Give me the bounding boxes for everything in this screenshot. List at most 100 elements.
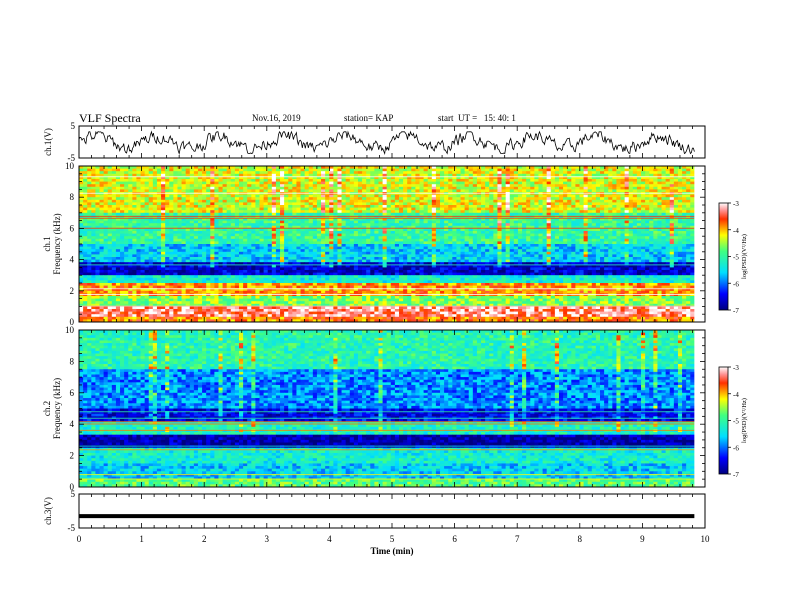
spectrogram-cell xyxy=(546,220,552,224)
spectrogram-cell xyxy=(522,233,527,237)
spectrogram-cell xyxy=(686,176,691,180)
spectrogram-cell xyxy=(341,199,347,203)
spectrogram-cell xyxy=(234,231,240,234)
spectrogram-cell xyxy=(485,218,490,221)
spectrogram-cell xyxy=(214,202,219,206)
spectrogram-cell xyxy=(79,168,84,172)
spectrogram-cell xyxy=(608,207,613,211)
spectrogram-cell xyxy=(292,166,297,169)
spectrogram-cell xyxy=(456,210,461,214)
spectrogram-cell xyxy=(304,184,310,188)
spectrogram-cell xyxy=(263,218,269,221)
spectrogram-cell xyxy=(247,202,252,206)
spectrogram-cell xyxy=(554,199,560,203)
spectrogram-cell xyxy=(275,238,281,242)
spectrogram-cell xyxy=(333,186,338,190)
spectrogram-cell xyxy=(427,189,433,193)
spectrogram-cell xyxy=(337,179,342,182)
spectrogram-cell xyxy=(505,225,511,229)
spectrogram-cell xyxy=(481,176,486,180)
spectrogram-cell xyxy=(120,171,125,175)
spectrogram-cell xyxy=(226,218,232,221)
spectrogram-cell xyxy=(288,181,293,185)
spectrogram-cell xyxy=(567,194,572,198)
spectrogram-cell xyxy=(595,173,601,177)
spectrogram-cell xyxy=(341,241,347,245)
spectrogram-cell xyxy=(485,238,490,242)
spectrogram-cell xyxy=(583,231,589,234)
spectrogram-cell xyxy=(181,197,187,201)
spectrogram-cell xyxy=(83,168,88,172)
spectrogram-cell xyxy=(197,210,203,214)
spectrogram-cell xyxy=(308,210,314,214)
spectrogram-cell xyxy=(333,238,338,242)
spectrogram-cell xyxy=(296,184,301,188)
spectrogram-cell xyxy=(440,179,445,182)
spectrogram-cell xyxy=(238,171,244,175)
spectrogram-cell xyxy=(645,231,650,234)
spectrogram-cell xyxy=(649,194,654,198)
spectrogram-cell xyxy=(275,184,281,188)
spectrogram-cell xyxy=(403,249,408,253)
spectrogram-cell xyxy=(99,238,105,242)
spectrogram-cell xyxy=(337,186,342,190)
spectrogram-cell xyxy=(558,168,564,172)
spectrogram-cell xyxy=(567,199,572,203)
spectrogram-cell xyxy=(673,220,679,224)
spectrogram-cell xyxy=(517,246,523,250)
spectrogram-cell xyxy=(579,186,584,190)
spectrogram-cell xyxy=(382,186,388,190)
spectrogram-cell xyxy=(238,238,244,242)
spectrogram-cell xyxy=(238,168,244,172)
spectrogram-cell xyxy=(366,189,371,193)
spectrogram-cell xyxy=(653,186,658,190)
spectrogram-cell xyxy=(206,233,211,237)
spectrogram-cell xyxy=(677,168,683,172)
spectrogram-cell xyxy=(595,233,601,237)
spectrogram-cell xyxy=(292,176,297,180)
spectrogram-cell xyxy=(206,205,211,208)
spectrogram-cell xyxy=(292,202,297,206)
spectrogram-cell xyxy=(415,238,420,242)
spectrogram-cell xyxy=(550,225,556,229)
spectrogram-cell xyxy=(686,194,691,198)
spectrogram-cell xyxy=(210,173,215,177)
spectrogram-cell xyxy=(636,225,642,229)
spectrogram-cell xyxy=(682,205,687,208)
spectrogram-cell xyxy=(612,207,617,211)
spectrogram-cell xyxy=(542,244,548,247)
spectrogram-cell xyxy=(210,197,215,201)
spectrogram-cell xyxy=(132,231,137,234)
spectrogram-cell xyxy=(214,173,219,177)
spectrogram-cell xyxy=(472,241,478,245)
spectrogram-cell xyxy=(653,249,658,253)
spectrogram-cell xyxy=(431,212,437,216)
spectrogram-cell xyxy=(542,194,548,198)
spectrogram-cell xyxy=(111,244,117,247)
spectrogram-cell xyxy=(243,181,248,185)
spectrogram-cell xyxy=(120,197,125,201)
spectrogram-cell xyxy=(120,246,125,250)
spectrogram-cell xyxy=(398,231,404,234)
spectrogram-cell xyxy=(214,184,219,188)
spectrogram-cell xyxy=(604,212,609,216)
spectrogram-cell xyxy=(505,181,511,185)
spectrogram-cell xyxy=(452,171,457,175)
spectrogram-cell xyxy=(690,168,695,172)
spectrogram-cell xyxy=(173,173,178,177)
spectrogram-cell xyxy=(612,171,617,175)
spectrogram-cell xyxy=(604,210,609,214)
spectrogram-cell xyxy=(321,173,326,177)
spectrogram-cell xyxy=(538,218,543,221)
spectrogram-cell xyxy=(243,223,248,227)
spectrogram-cell xyxy=(534,207,539,211)
spectrogram-cell xyxy=(411,228,416,232)
spectrogram-cell xyxy=(579,184,584,188)
spectrogram-cell xyxy=(563,194,568,198)
spectrogram-cell xyxy=(181,238,187,242)
spectrogram-cell xyxy=(169,238,174,242)
spectrogram-cell xyxy=(645,225,650,229)
spectrogram-cell xyxy=(505,171,511,175)
spectrogram-cell xyxy=(612,176,617,180)
spectrogram-cell xyxy=(230,223,236,227)
